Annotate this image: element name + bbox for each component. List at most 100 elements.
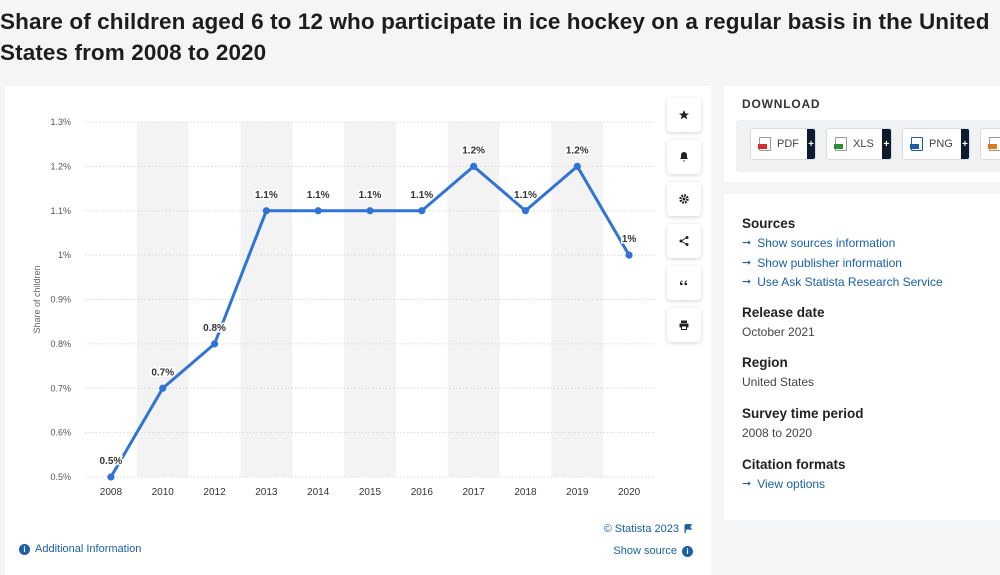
data-label: 1.2% xyxy=(462,145,485,156)
survey-period-section: Survey time period 2008 to 2020 xyxy=(742,406,864,443)
show-publisher-link[interactable]: ➞ Show publisher information xyxy=(742,254,943,274)
release-date-heading: Release date xyxy=(742,305,825,320)
sources-heading: Sources xyxy=(742,216,796,231)
statista-copyright[interactable]: © Statista 2023 xyxy=(604,523,693,535)
show-sources-link[interactable]: ➞ Show sources information xyxy=(742,234,943,254)
data-label: 0.5% xyxy=(100,456,123,467)
info-icon: i xyxy=(19,543,30,555)
data-label: 1.1% xyxy=(410,190,433,201)
chart-card: 0.5% 0.6% 0.7% 0.8% 0.9% 1% 1.1% 1.2% 1.3% 2008 20… xyxy=(5,86,711,575)
file-icon xyxy=(988,137,1000,151)
region-heading: Region xyxy=(742,355,788,370)
data-label: 0.8% xyxy=(203,323,226,334)
x-tick-label: 2013 xyxy=(255,487,278,498)
data-point xyxy=(107,473,115,481)
additional-information-link[interactable]: i Additional Information xyxy=(19,543,141,555)
x-tick-label: 2015 xyxy=(359,487,382,498)
xls-label: XLS xyxy=(853,138,874,150)
data-point xyxy=(573,162,581,170)
info-panel: Sources ➞ Show sources information ➞ Show … xyxy=(724,194,1000,520)
additional-information-text: Additional Information xyxy=(35,543,142,555)
x-tick-label: 2019 xyxy=(566,487,589,498)
show-source-text: Show source xyxy=(613,545,677,557)
arrow-right-icon: ➞ xyxy=(742,237,752,249)
y-tick-label: 1.1% xyxy=(50,206,71,216)
data-point xyxy=(159,384,167,392)
notification-button[interactable] xyxy=(667,140,701,174)
data-label: 1.1% xyxy=(255,190,278,201)
ask-statista-link[interactable]: ➞ Use Ask Statista Research Service xyxy=(742,273,943,293)
region-section: Region United States xyxy=(742,355,814,392)
data-label: 1% xyxy=(622,234,637,245)
download-buttons: PDF + XLS + PNG + xyxy=(736,120,1000,172)
x-tick-label: 2012 xyxy=(203,487,226,498)
data-point xyxy=(210,340,219,348)
link-text: Use Ask Statista Research Service xyxy=(757,275,943,289)
cite-button[interactable] xyxy=(667,266,701,300)
y-tick-label: 0.5% xyxy=(50,472,71,482)
chart-toolbar xyxy=(667,98,703,350)
arrow-right-icon: ➞ xyxy=(742,276,752,288)
plus-icon: + xyxy=(960,129,969,159)
pdf-file-icon xyxy=(758,137,771,151)
print-button[interactable] xyxy=(667,308,701,342)
xls-file-icon xyxy=(834,137,847,151)
x-tick-label: 2017 xyxy=(463,487,486,498)
data-point xyxy=(262,207,270,215)
download-more-button[interactable] xyxy=(980,128,1000,160)
survey-period-value: 2008 to 2020 xyxy=(742,426,813,440)
y-tick-label: 1% xyxy=(58,250,71,260)
link-text: Show sources information xyxy=(757,236,896,250)
citation-heading: Citation formats xyxy=(742,457,846,472)
gear-icon xyxy=(679,194,689,204)
survey-period-heading: Survey time period xyxy=(742,406,864,421)
x-tick-label: 2010 xyxy=(152,487,175,498)
data-label: 1.2% xyxy=(566,145,589,156)
column-band xyxy=(551,122,604,477)
data-point xyxy=(470,162,478,170)
download-pdf-button[interactable]: PDF + xyxy=(750,128,816,160)
y-tick-label: 0.6% xyxy=(50,428,71,438)
x-tick-label: 2018 xyxy=(514,487,537,498)
favorite-button[interactable] xyxy=(667,98,701,132)
link-text: View options xyxy=(757,477,826,491)
show-source-link[interactable]: Show source i xyxy=(613,545,693,557)
x-tick-label: 2008 xyxy=(100,487,123,498)
view-options-link[interactable]: ➞ View options xyxy=(742,475,846,495)
download-title: DOWNLOAD xyxy=(742,97,821,111)
x-tick-label: 2016 xyxy=(411,487,434,498)
download-png-button[interactable]: PNG + xyxy=(902,128,970,160)
x-tick-label: 2014 xyxy=(307,487,330,498)
download-xls-button[interactable]: XLS + xyxy=(826,128,892,160)
data-point xyxy=(625,251,633,259)
print-icon xyxy=(679,320,689,330)
copyright-text: © Statista 2023 xyxy=(603,523,679,535)
y-axis-title: Share of children xyxy=(32,265,42,333)
page-title: Share of children aged 6 to 12 who parti… xyxy=(0,9,990,65)
data-point xyxy=(314,207,322,215)
sources-section: Sources ➞ Show sources information ➞ Show … xyxy=(742,216,943,293)
y-tick-label: 1.3% xyxy=(50,117,71,127)
quote-icon xyxy=(680,280,687,285)
data-point xyxy=(418,207,426,215)
data-label: 0.7% xyxy=(151,367,174,378)
y-tick-label: 0.9% xyxy=(50,295,71,305)
star-icon xyxy=(679,110,689,120)
share-button[interactable] xyxy=(667,224,701,258)
y-tick-label: 1.2% xyxy=(50,161,71,171)
arrow-right-icon: ➞ xyxy=(742,478,752,490)
data-label: 1.1% xyxy=(307,190,330,201)
link-text: Show publisher information xyxy=(757,255,902,270)
data-point xyxy=(366,207,374,215)
settings-button[interactable] xyxy=(667,182,701,216)
info-icon: i xyxy=(682,545,693,557)
data-point xyxy=(521,207,530,215)
y-tick-label: 0.8% xyxy=(50,339,71,349)
download-panel: DOWNLOAD PDF + XLS + PNG + xyxy=(724,86,1000,182)
data-label: 1.1% xyxy=(514,190,537,201)
flag-icon xyxy=(684,524,693,534)
plus-icon: + xyxy=(881,129,891,159)
x-tick-label: 2020 xyxy=(618,487,641,498)
png-file-icon xyxy=(910,137,923,151)
plus-icon: + xyxy=(807,129,815,159)
